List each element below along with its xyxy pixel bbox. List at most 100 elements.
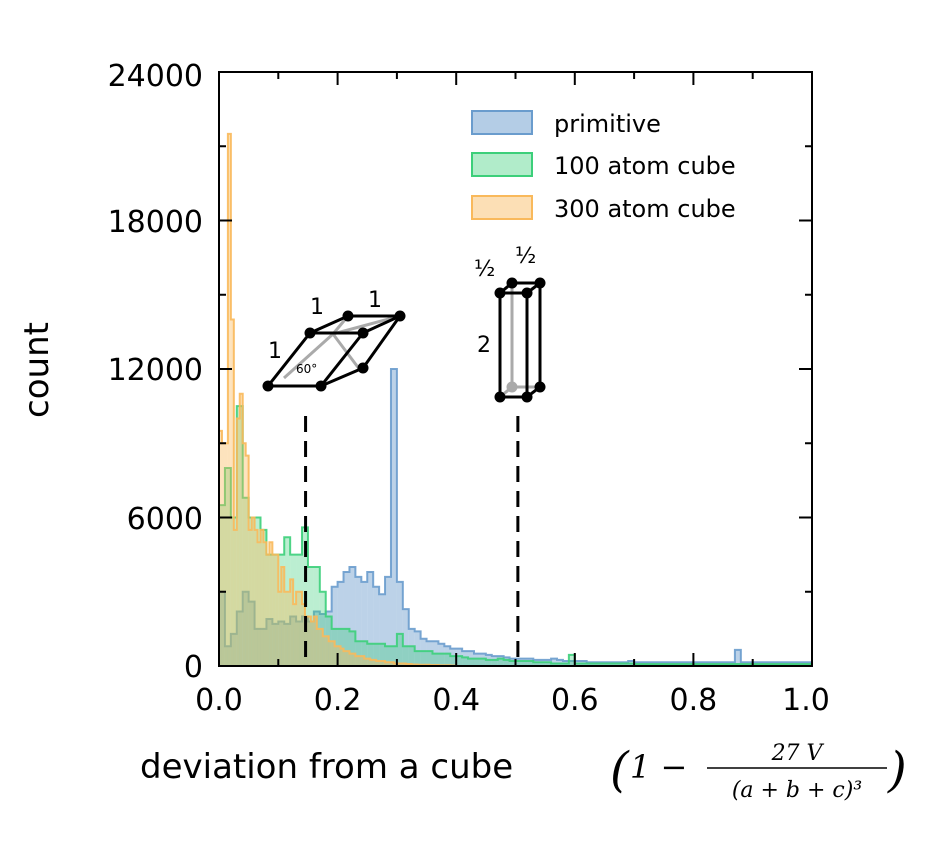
legend-label-primitive: primitive — [554, 110, 661, 138]
histogram-bar — [219, 591, 225, 666]
histogram-bar — [224, 646, 231, 666]
histogram-bar — [444, 653, 451, 666]
histogram-bar — [568, 661, 575, 666]
histogram-bar — [266, 618, 273, 666]
histogram-bar — [278, 621, 285, 666]
histogram-bar — [527, 661, 534, 666]
atom — [494, 391, 506, 403]
histogram-bar — [539, 662, 546, 666]
histogram-bar — [390, 369, 397, 666]
histogram-bar — [562, 663, 569, 666]
histogram-bar — [224, 468, 231, 666]
histogram-bar — [331, 586, 338, 666]
histogram-bar — [260, 529, 264, 666]
atom — [315, 380, 327, 392]
histogram-bar — [272, 554, 276, 666]
histogram-bar — [503, 659, 510, 666]
legend-label-300-atom-cube: 300 atom cube — [554, 195, 736, 223]
histogram-bar — [373, 586, 380, 666]
histogram-bar — [390, 662, 394, 666]
histogram-bar — [272, 554, 279, 666]
x-tick-labels: 0.0 0.2 0.4 0.6 0.8 1.0 — [195, 683, 830, 718]
histogram-bar — [456, 648, 463, 666]
histogram-bar — [310, 621, 314, 666]
histogram-bar — [610, 663, 617, 666]
histogram-bar — [236, 611, 243, 666]
histogram-bar — [616, 663, 623, 666]
histogram-bar — [337, 581, 344, 666]
histogram-bar — [230, 319, 234, 666]
cell-hidden-edge — [332, 314, 401, 336]
histogram-bar — [367, 571, 374, 666]
histogram-bar — [219, 430, 222, 666]
histogram-bar — [414, 651, 421, 666]
atom — [342, 310, 354, 322]
histogram-bar — [349, 631, 356, 666]
x-axis-label: deviation from a cube ( 1 − 27 V (a + b … — [140, 741, 907, 803]
histogram-bar — [346, 651, 350, 666]
edge-label: 2 — [477, 333, 491, 358]
histogram-bar — [302, 604, 305, 666]
histogram-bar — [521, 658, 528, 666]
histogram-bar — [254, 628, 261, 666]
x-tick-label: 0.4 — [432, 683, 480, 718]
histogram-bar — [373, 643, 380, 666]
histogram-bar — [491, 659, 498, 666]
histogram-bar — [385, 576, 391, 666]
angle-label: 60° — [296, 362, 317, 376]
y-tick-label: 24000 — [108, 59, 203, 94]
histogram-bar — [432, 653, 439, 666]
histogram-bar — [388, 662, 391, 666]
histogram-bar — [331, 641, 335, 666]
histogram-bar — [272, 623, 279, 666]
histogram-bar — [296, 621, 303, 666]
tetragonal-cell-diagram: ½ ½ 2 — [474, 244, 546, 403]
histogram-bar — [396, 663, 400, 666]
histogram-bar — [284, 591, 288, 666]
histogram-bar — [551, 658, 558, 666]
histogram-bar — [361, 641, 368, 666]
histogram-bar — [468, 658, 474, 666]
legend-label-100-atom-cube: 100 atom cube — [554, 152, 736, 180]
legend: primitive 100 atom cube 300 atom cube — [471, 110, 736, 223]
histogram-bar — [224, 443, 228, 666]
histogram-bar — [221, 443, 225, 666]
atom — [357, 327, 369, 339]
histogram-bar — [551, 663, 558, 666]
series-layer — [218, 132, 813, 667]
histogram-bar — [266, 554, 273, 666]
histogram-bar — [219, 505, 225, 666]
histogram-bar — [236, 406, 243, 666]
edge-label: ½ — [474, 257, 495, 282]
histogram-bar — [248, 601, 255, 666]
dashed-lines — [304, 416, 520, 666]
histogram-bar — [343, 571, 350, 666]
histogram-bar — [358, 656, 362, 666]
histogram-bar — [296, 591, 300, 666]
legend-swatch-100-atom-cube — [471, 152, 533, 177]
y-tick-labels: 0 6000 12000 18000 24000 — [108, 59, 203, 685]
histogram-bar — [379, 594, 386, 666]
atom — [304, 327, 316, 339]
y-tick-label: 12000 — [108, 353, 203, 388]
x-tick-label: 0.6 — [551, 683, 599, 718]
histogram-bar — [242, 443, 246, 666]
histogram-bar — [349, 567, 356, 666]
histogram-bar — [379, 643, 386, 666]
cell-edge — [362, 314, 401, 335]
histogram-bar — [390, 646, 397, 666]
histogram-bar — [450, 648, 457, 666]
histogram-bar — [568, 654, 575, 666]
histogram-bar — [545, 662, 552, 666]
histogram-bar — [373, 659, 377, 666]
histogram-bar — [355, 656, 359, 666]
x-axis-label-text: deviation from a cube — [140, 747, 513, 787]
x-tick-label: 0.8 — [670, 683, 718, 718]
histogram-bar — [284, 537, 291, 666]
atom — [262, 380, 274, 392]
x-tick-label: 1.0 — [782, 683, 830, 718]
histogram-bar — [515, 661, 522, 666]
histogram-bar — [622, 663, 629, 666]
histogram-bar — [290, 579, 294, 666]
histogram-bar — [402, 646, 409, 666]
